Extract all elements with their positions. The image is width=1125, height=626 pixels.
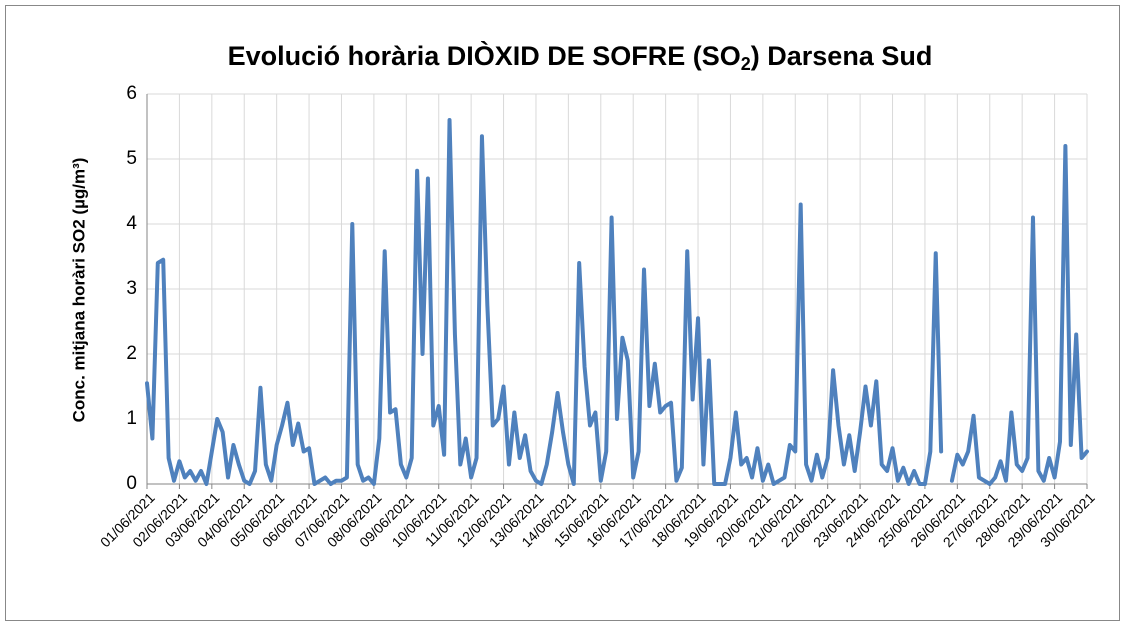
y-tick-label: 5 (126, 148, 137, 169)
y-tick-label: 1 (126, 408, 137, 429)
title-subscript: 2 (741, 54, 751, 74)
y-tick-label: 4 (126, 213, 137, 234)
y-tick-label: 6 (126, 83, 137, 104)
title-part: ) Darsena Sud (751, 41, 933, 71)
series-line (145, 118, 1089, 486)
y-tick-label: 2 (126, 343, 137, 364)
chart-title: Evolució horària DIÒXID DE SOFRE (SO2) D… (228, 40, 933, 74)
y-tick-label: 3 (126, 278, 137, 299)
y-axis-label: Conc. mitjana horàri SO2 (µg/m³) (69, 158, 88, 423)
y-tick-label: 0 (126, 473, 137, 494)
title-part: Evolució horària DIÒXID DE SOFRE (SO (228, 40, 741, 71)
